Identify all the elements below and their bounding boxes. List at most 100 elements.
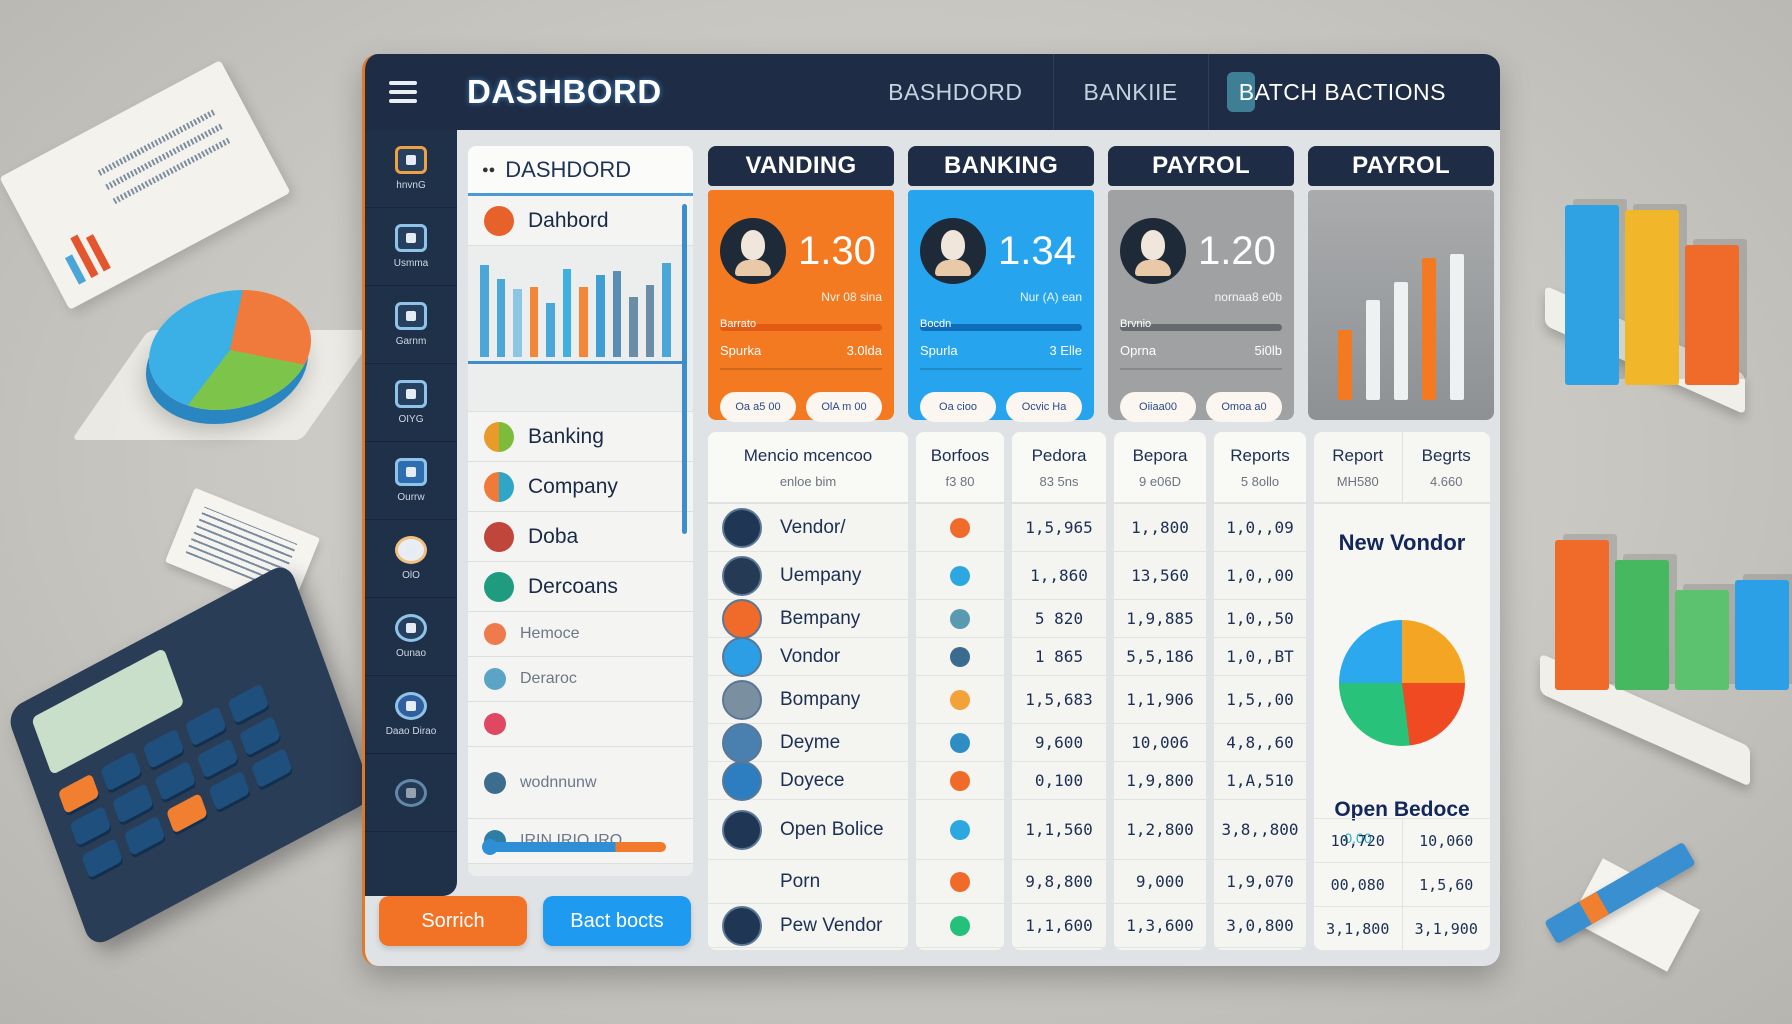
reports-column: Reports 5 8ollo 1,0,,09 1,0,,00 1,0,,50 1,0,… bbox=[1214, 432, 1306, 950]
mini-bar-chart bbox=[468, 246, 683, 364]
tab-bankise[interactable]: BANKIΙE bbox=[1052, 54, 1208, 130]
table-cell: 1,,860 bbox=[1012, 552, 1106, 600]
table-row[interactable]: Bompany bbox=[708, 676, 908, 724]
table-row[interactable]: 00,080 1,5,60 bbox=[1314, 862, 1490, 906]
menu-subitem[interactable]: Hemoce bbox=[468, 612, 693, 657]
mini-chart-bar bbox=[596, 275, 605, 357]
rail-item-chat[interactable]: OlO bbox=[365, 520, 457, 598]
chat-icon bbox=[395, 536, 427, 564]
vendor-name: Bompany bbox=[780, 688, 861, 710]
card-vanding[interactable]: VANDING 1.30 Nvr 08 sina Barrato Spurka 3… bbox=[708, 146, 894, 422]
status-dot-icon bbox=[950, 732, 970, 753]
menu-spacer bbox=[468, 364, 693, 412]
menu-item-dercoans[interactable]: Dercoans bbox=[468, 562, 693, 612]
table-cell bbox=[916, 800, 1004, 860]
vendor-avatar-icon bbox=[722, 809, 762, 850]
menu-item-company[interactable]: Company bbox=[468, 462, 693, 512]
vendor-avatar-icon bbox=[722, 760, 762, 801]
card-payrol[interactable]: PAYROL 1.20 nornaa8 e0b Brvnio Oprna 5i0l… bbox=[1108, 146, 1294, 422]
card-action-button[interactable]: Oiiaa00 bbox=[1120, 392, 1196, 422]
account-icon bbox=[484, 771, 506, 794]
table-cell: 1,0,,00 bbox=[1214, 552, 1306, 600]
menu-item-banking[interactable]: Banking bbox=[468, 412, 693, 462]
rail-item-settings[interactable] bbox=[365, 754, 457, 832]
card-payrol-chart[interactable]: PAYROL bbox=[1308, 146, 1494, 420]
card-action-button[interactable]: Omoa a0 bbox=[1206, 392, 1282, 422]
rail-item-folder[interactable]: hnvnG bbox=[365, 130, 457, 208]
rail-item-card[interactable]: Ourrw bbox=[365, 442, 457, 520]
card-action-button[interactable]: Oa a5 00 bbox=[720, 392, 796, 422]
mini-chart-bar bbox=[496, 279, 506, 357]
table-cell: 4,8,,60 bbox=[1214, 724, 1306, 762]
table-row[interactable]: Doyece bbox=[708, 760, 908, 801]
card-action-button[interactable]: Oa cioo bbox=[920, 392, 996, 422]
table-row[interactable]: 10,720 10,060 bbox=[1314, 818, 1490, 862]
bar-label: Brvnio bbox=[1120, 318, 1152, 330]
menu-item-dahbord[interactable]: Dahbord bbox=[468, 196, 693, 246]
rail-item-document[interactable]: Usmma bbox=[365, 208, 457, 286]
progress-slider[interactable] bbox=[482, 839, 666, 855]
vendor-name: Porn bbox=[780, 870, 821, 892]
tab-bashdord[interactable]: BASHDORD bbox=[888, 78, 1023, 105]
rail-item-wallet[interactable]: Garnm bbox=[365, 286, 457, 364]
hamburger-menu-icon[interactable] bbox=[389, 81, 417, 103]
table-cell bbox=[916, 762, 1004, 800]
table-row[interactable]: Deyme bbox=[708, 722, 908, 763]
mini-chart-bar bbox=[513, 289, 522, 357]
table-cell: 9,600 bbox=[1012, 724, 1106, 762]
vendor-avatar-icon bbox=[722, 636, 762, 677]
search-button[interactable]: Sorrich bbox=[379, 896, 527, 946]
status-dot-icon bbox=[950, 819, 970, 840]
table-cell: 10,006 bbox=[1114, 724, 1206, 762]
new-vendor-link[interactable]: New Vondor bbox=[1338, 530, 1466, 555]
bepora-column: Bepora 9 e06D 1,,800 13,560 1,9,885 5,5,186 1… bbox=[1114, 432, 1206, 950]
globe-icon bbox=[395, 692, 427, 720]
table-row[interactable]: Porn bbox=[708, 860, 908, 904]
menu-subitem[interactable]: wodnnunw bbox=[468, 747, 693, 819]
table-cell: 10,720 bbox=[1330, 831, 1385, 850]
vendor-name: Pew Vendor bbox=[780, 914, 883, 936]
card-right-value: 3.0lda bbox=[846, 343, 882, 358]
table-row[interactable]: Uempany bbox=[708, 552, 908, 600]
table-cell bbox=[916, 504, 1004, 552]
vendor-avatar-icon bbox=[722, 507, 762, 548]
table-row[interactable]: Open Bolice bbox=[708, 800, 908, 860]
table-cell bbox=[916, 724, 1004, 762]
table-cell: 1,1,600 bbox=[1012, 904, 1106, 948]
rail-item-box[interactable]: OIYG bbox=[365, 364, 457, 442]
payrol-chart-bar bbox=[1394, 282, 1408, 400]
table-row[interactable]: Pew Vendor bbox=[708, 904, 908, 948]
card-action-button[interactable]: Ocvic Ha bbox=[1006, 392, 1082, 422]
mini-chart-bar bbox=[612, 271, 622, 357]
column-header: Bepora 9 e06D bbox=[1114, 432, 1206, 504]
table-cell: 1,5,,00 bbox=[1214, 676, 1306, 724]
menu-subitem[interactable] bbox=[468, 702, 693, 747]
menu-item-doba[interactable]: Doba bbox=[468, 512, 693, 562]
table-row[interactable]: Bempany bbox=[708, 598, 908, 639]
tab-batch-bactions[interactable]: BATCH BACTIONS bbox=[1207, 54, 1476, 130]
card-action-button[interactable]: OlA m 00 bbox=[806, 392, 882, 422]
table-cell: 1,3,600 bbox=[1114, 904, 1206, 948]
dashboard-icon bbox=[484, 205, 514, 236]
batch-actions-button[interactable]: Bact bocts bbox=[543, 896, 691, 946]
card-banking[interactable]: BANKING 1.34 Nur (A) ean Bocdn Spurla 3 E… bbox=[908, 146, 1094, 422]
vendor-name: Vendor/ bbox=[780, 516, 846, 538]
menu-subitem[interactable]: Deraroc bbox=[468, 657, 693, 702]
open-balance-value: 0.00 bbox=[1344, 830, 1372, 846]
table-cell: 1,5,60 bbox=[1401, 863, 1491, 906]
banking-icon bbox=[484, 421, 514, 452]
card-title: BANKING bbox=[908, 146, 1094, 186]
report-paper-decoration bbox=[0, 60, 291, 310]
summary-cards: VANDING 1.30 Nvr 08 sina Barrato Spurka 3… bbox=[708, 146, 1494, 422]
table-row[interactable]: Vendor/ bbox=[708, 504, 908, 552]
rail-item-globe[interactable]: Daao Dirao bbox=[365, 676, 457, 754]
rail-item-user[interactable]: Ounao bbox=[365, 598, 457, 676]
table-cell bbox=[916, 860, 1004, 904]
card-subtitle: Nvr 08 sina bbox=[821, 290, 882, 304]
table-cell: 1,5,683 bbox=[1012, 676, 1106, 724]
menu-scrollbar[interactable] bbox=[682, 204, 687, 534]
table-cell: 1,,800 bbox=[1114, 504, 1206, 552]
table-cell: 10,060 bbox=[1401, 819, 1491, 862]
table-row[interactable]: Vondor bbox=[708, 636, 908, 677]
table-row[interactable]: 3,1,800 3,1,900 bbox=[1314, 906, 1490, 950]
